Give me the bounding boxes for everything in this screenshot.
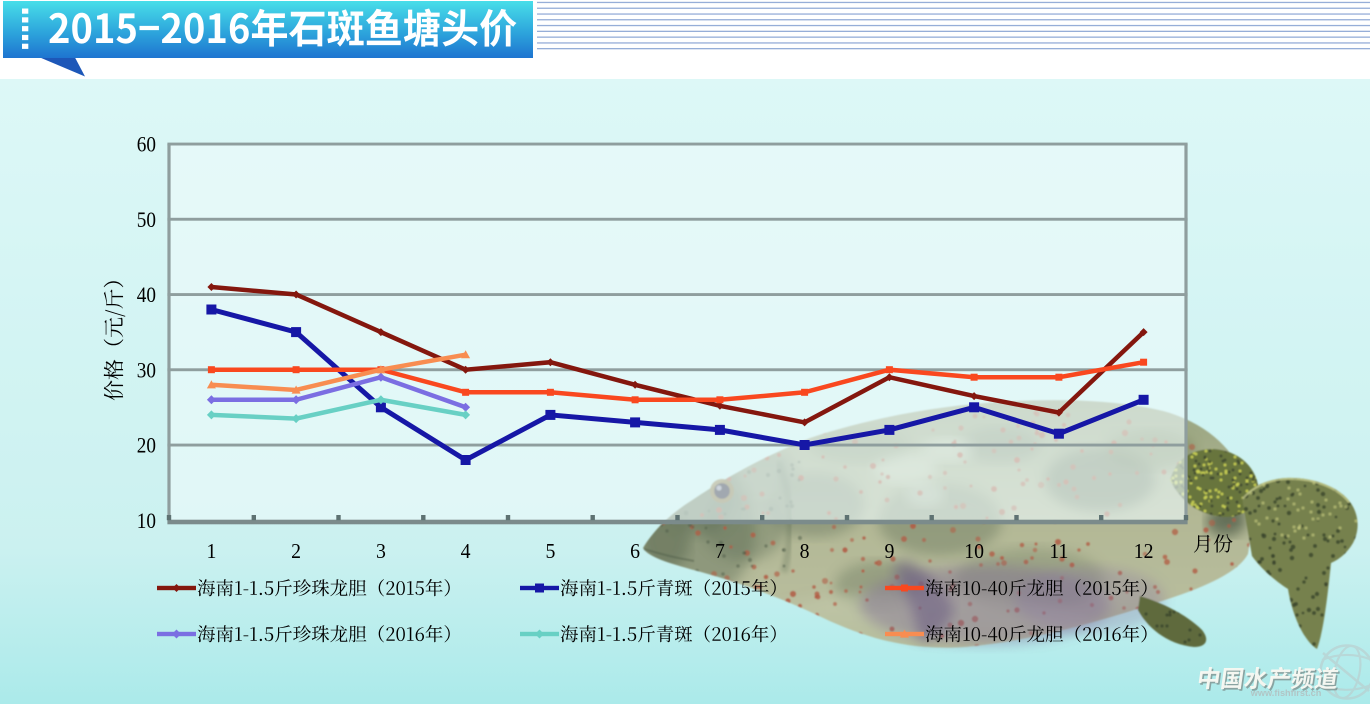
- svg-text:5: 5: [545, 540, 555, 563]
- svg-text:9: 9: [884, 540, 894, 563]
- svg-text:1: 1: [206, 540, 216, 563]
- svg-text:50: 50: [137, 206, 156, 232]
- svg-text:4: 4: [461, 540, 471, 563]
- svg-text:3: 3: [376, 540, 386, 563]
- svg-text:30: 30: [137, 357, 156, 383]
- svg-text:7: 7: [715, 540, 725, 563]
- svg-text:12: 12: [1134, 540, 1154, 563]
- svg-text:10: 10: [964, 540, 984, 563]
- svg-text:8: 8: [800, 540, 810, 563]
- svg-text:40: 40: [137, 282, 156, 308]
- svg-text:11: 11: [1049, 540, 1068, 563]
- svg-text:2: 2: [291, 540, 301, 563]
- svg-text:10: 10: [137, 507, 156, 533]
- svg-text:20: 20: [137, 432, 156, 458]
- svg-text:6: 6: [630, 540, 640, 563]
- svg-text:www.fishfirst.cn: www.fishfirst.cn: [1250, 688, 1322, 698]
- svg-text:60: 60: [137, 131, 156, 157]
